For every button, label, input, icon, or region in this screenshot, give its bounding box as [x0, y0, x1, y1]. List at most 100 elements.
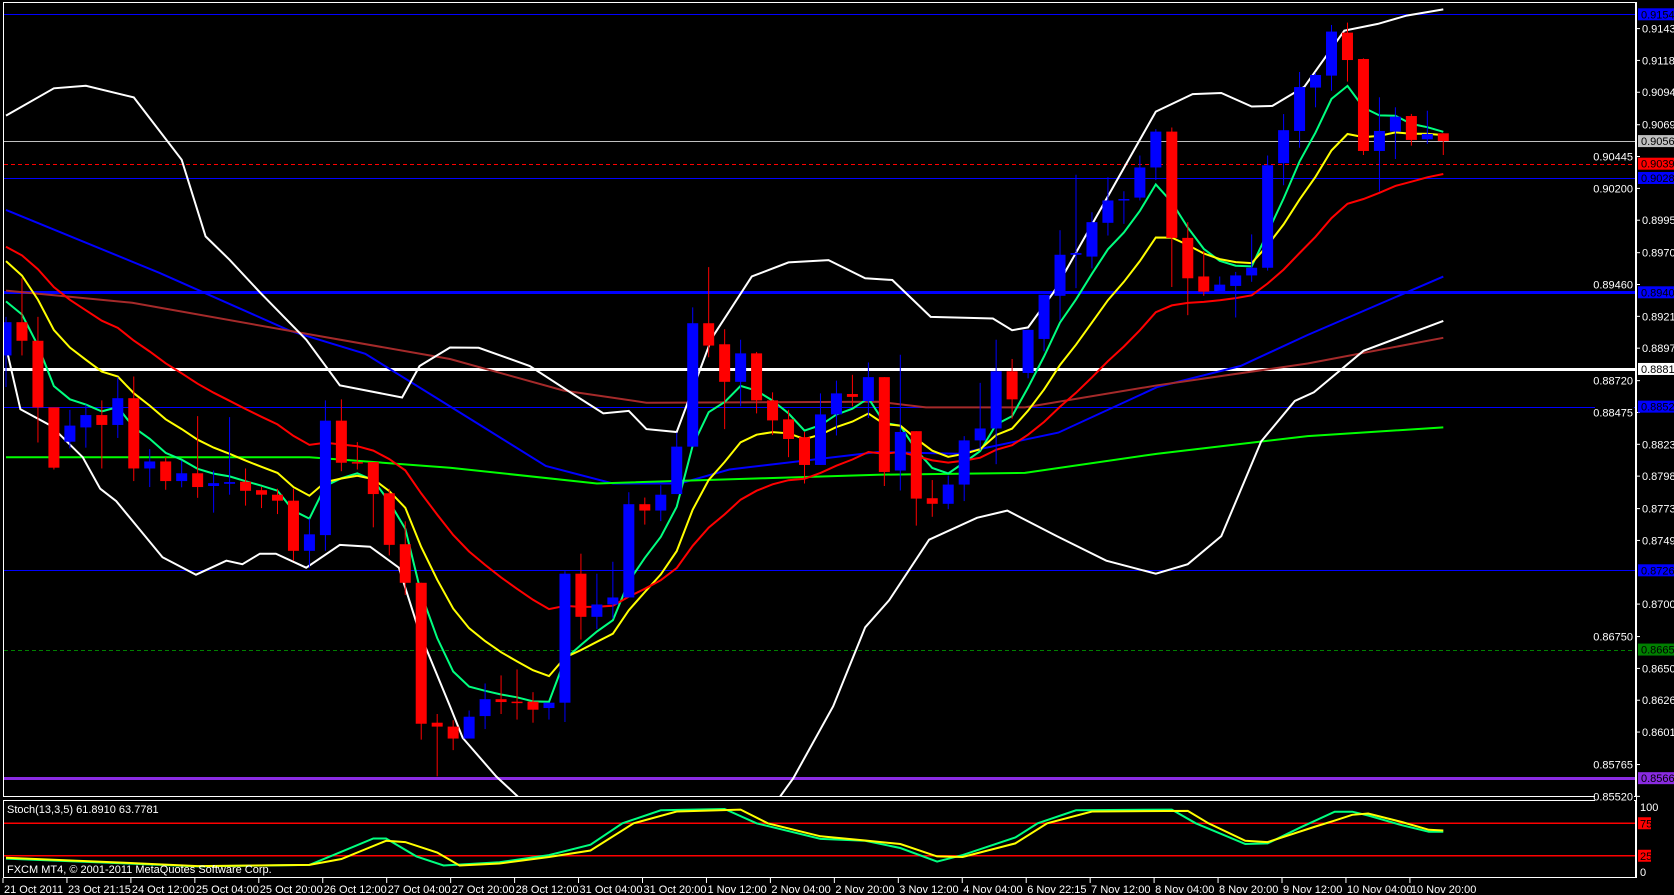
candle-body	[639, 504, 651, 511]
candle-body	[575, 573, 587, 617]
copyright-text: FXCM MT4, © 2001-2011 MetaQuotes Softwar…	[7, 864, 272, 876]
price-tick-label: 0.87735	[1642, 504, 1674, 516]
candle-body	[383, 493, 395, 545]
candle-body	[990, 371, 1002, 429]
time-axis[interactable]: 21 Oct 2011 23 Oct 21:15 24 Oct 12:00 25 Oc…	[2, 878, 1476, 895]
candle	[224, 417, 236, 495]
candle	[144, 449, 156, 488]
candle	[1166, 127, 1178, 287]
candle-body	[240, 481, 252, 491]
candle-body	[623, 504, 635, 598]
price-tick-label: 0.89705	[1642, 248, 1674, 260]
time-tick-label: 7 Nov 12:00	[1091, 884, 1150, 895]
candle	[735, 339, 747, 407]
candle-body	[527, 701, 539, 710]
stoch-plot-frame	[3, 800, 1636, 878]
candle-body	[703, 323, 715, 346]
stochastic-panel: 100 75 25 0	[4, 802, 1658, 879]
candle	[32, 316, 44, 443]
candle-body	[607, 597, 619, 605]
candle	[383, 488, 395, 556]
candle	[64, 409, 76, 449]
time-tick-label: 24 Oct 12:00	[132, 884, 195, 895]
candle	[591, 573, 603, 630]
price-tick-label-backing	[1595, 630, 1634, 643]
candle-body	[511, 701, 523, 704]
candle	[1373, 97, 1385, 192]
level-price-tag	[1638, 772, 1674, 785]
price-tick-label: 0.88720	[1593, 376, 1633, 388]
candle	[926, 480, 938, 517]
time-tick-label: 1 Nov 12:00	[707, 884, 766, 895]
candle	[639, 497, 651, 525]
time-tick-label: 26 Oct 12:00	[324, 884, 387, 895]
candle	[1341, 22, 1353, 82]
candle	[527, 692, 539, 723]
candle	[160, 457, 172, 490]
moving-average-line	[5, 319, 1444, 796]
candle	[1389, 107, 1401, 160]
price-tick-label: 0.85520	[1593, 791, 1633, 803]
candle-body	[96, 415, 108, 425]
candle	[990, 339, 1002, 465]
candle-body	[926, 498, 938, 504]
candle	[112, 377, 124, 438]
candle-body	[767, 400, 779, 421]
candle-body	[112, 398, 124, 425]
candle	[1230, 271, 1242, 318]
candle-body	[1118, 199, 1130, 201]
candle-body	[974, 428, 986, 441]
price-tick-label-backing	[1595, 406, 1634, 419]
candle	[1278, 114, 1290, 186]
level-price-tag	[1638, 564, 1674, 577]
candle	[719, 329, 731, 430]
candle-body	[1022, 329, 1034, 373]
candle	[128, 376, 140, 482]
candle-body	[128, 398, 140, 469]
price-tick-label: 0.90445	[1593, 152, 1633, 164]
candle	[208, 470, 220, 513]
price-tick-label: 0.89215	[1642, 311, 1674, 323]
moving-average-line	[5, 289, 1444, 409]
candle-body	[719, 344, 731, 382]
candle	[1310, 72, 1322, 108]
candle-body	[878, 377, 890, 472]
candle-body	[1038, 294, 1050, 339]
candle-body	[463, 716, 475, 739]
candle	[958, 436, 970, 502]
candle-body	[1150, 131, 1162, 168]
time-tick-label: 8 Nov 20:00	[1219, 884, 1278, 895]
candle	[1437, 133, 1449, 155]
price-tick-label-backing	[1595, 278, 1634, 291]
candle-body	[799, 437, 810, 465]
candle	[751, 351, 763, 414]
candle	[1214, 276, 1226, 293]
candle-body	[687, 323, 699, 447]
candle-body	[1389, 116, 1401, 132]
candle-body	[367, 462, 379, 495]
stochastic-axis-label: 25	[1640, 851, 1652, 863]
time-tick-label: 10 Nov 04:00	[1347, 884, 1412, 895]
candle	[256, 487, 268, 509]
time-tick-label: 9 Nov 12:00	[1283, 884, 1342, 895]
candle	[1150, 129, 1162, 181]
candle-body	[80, 415, 92, 428]
candle	[192, 416, 204, 498]
candle	[287, 488, 299, 561]
candle-body	[1437, 133, 1449, 142]
candle	[974, 382, 986, 451]
candle-body	[1341, 32, 1353, 61]
candle	[894, 354, 906, 491]
candle	[543, 702, 555, 720]
candle-body	[735, 353, 747, 382]
candle-body	[830, 393, 842, 415]
candle	[495, 675, 507, 714]
level-price-tag	[1638, 400, 1674, 413]
candle-body	[783, 419, 795, 439]
